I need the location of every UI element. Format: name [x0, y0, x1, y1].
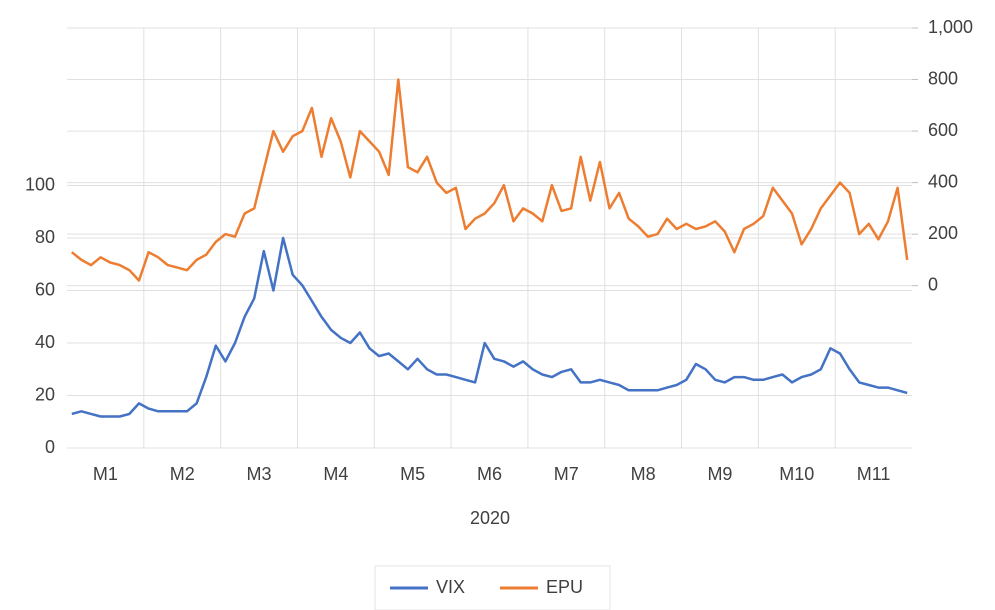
x-tick-label: M1 [93, 464, 118, 484]
y2-tick-label: 1,000 [928, 17, 973, 37]
y-tick-label: 80 [35, 227, 55, 247]
x-tick-label: M9 [707, 464, 732, 484]
x-tick-label: M3 [247, 464, 272, 484]
x-tick-label: M10 [779, 464, 814, 484]
y2-tick-label: 0 [928, 274, 938, 294]
x-tick-label: M7 [554, 464, 579, 484]
y2-tick-label: 800 [928, 68, 958, 88]
x-tick-label: M11 [857, 464, 891, 484]
x-tick-label: M6 [477, 464, 502, 484]
legend-label: VIX [436, 577, 465, 597]
y-tick-label: 20 [35, 384, 55, 404]
x-tick-label: M4 [323, 464, 348, 484]
y2-tick-label: 200 [928, 223, 958, 243]
y2-tick-label: 600 [928, 120, 958, 140]
y-tick-label: 40 [35, 332, 55, 352]
y-tick-label: 0 [45, 437, 55, 457]
legend-label: EPU [546, 577, 583, 597]
y2-tick-label: 400 [928, 171, 958, 191]
series-line [71, 236, 908, 418]
series-line [71, 78, 909, 282]
y-tick-label: 100 [25, 174, 55, 194]
legend-box [374, 565, 611, 610]
y-tick-label: 60 [35, 279, 55, 299]
x-axis-label: 2020 [470, 508, 510, 528]
x-tick-label: M8 [631, 464, 656, 484]
x-tick-label: M2 [170, 464, 195, 484]
x-tick-label: M5 [400, 464, 425, 484]
